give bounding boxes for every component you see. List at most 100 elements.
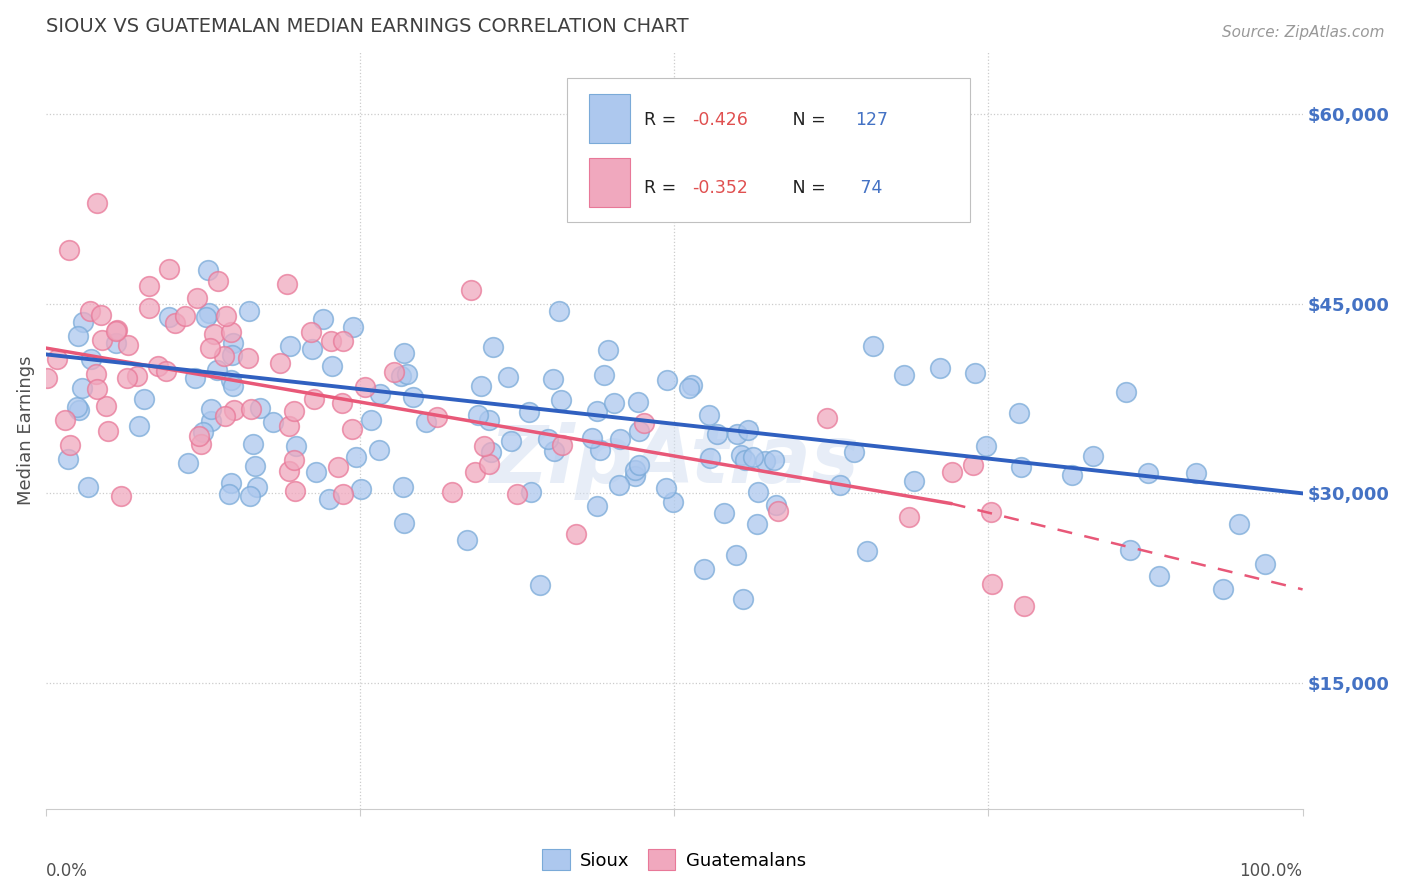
Point xyxy=(238,351,260,365)
Point xyxy=(350,482,373,496)
Text: N =: N = xyxy=(776,111,831,128)
Point xyxy=(249,401,271,416)
FancyBboxPatch shape xyxy=(589,158,630,207)
Point xyxy=(1149,568,1171,582)
Point xyxy=(389,368,412,383)
Point xyxy=(70,381,93,395)
Point xyxy=(734,453,756,467)
Text: Source: ZipAtlas.com: Source: ZipAtlas.com xyxy=(1222,25,1385,40)
Point xyxy=(963,366,986,380)
Point xyxy=(277,464,299,478)
Point xyxy=(86,196,108,211)
Point xyxy=(148,359,170,373)
Point xyxy=(842,445,865,459)
Point xyxy=(354,380,377,394)
Point xyxy=(681,377,703,392)
Point xyxy=(301,343,323,357)
Text: 74: 74 xyxy=(855,179,883,197)
Point xyxy=(97,425,120,439)
Point xyxy=(1008,406,1031,420)
Point xyxy=(72,315,94,329)
Point xyxy=(200,414,222,428)
Point xyxy=(200,401,222,416)
Point xyxy=(157,262,180,277)
Point xyxy=(35,371,58,385)
Point xyxy=(128,418,150,433)
Point xyxy=(191,425,214,439)
Point xyxy=(706,427,728,442)
Point xyxy=(165,316,187,330)
Point xyxy=(627,424,650,438)
Point xyxy=(543,444,565,458)
Point xyxy=(238,304,260,318)
Point xyxy=(828,478,851,492)
Point xyxy=(283,404,305,418)
Point xyxy=(90,308,112,322)
Point xyxy=(328,459,350,474)
Point xyxy=(551,438,574,452)
Point xyxy=(980,505,1002,519)
Point xyxy=(815,411,838,425)
Point xyxy=(742,450,765,465)
Point xyxy=(174,309,197,323)
Point xyxy=(550,392,572,407)
Point xyxy=(222,335,245,350)
Point xyxy=(624,468,647,483)
Point xyxy=(76,480,98,494)
Point xyxy=(464,465,486,479)
Point xyxy=(543,371,565,385)
Point xyxy=(368,387,391,401)
Point xyxy=(981,576,1004,591)
Point xyxy=(284,439,307,453)
Point xyxy=(190,437,212,451)
Point xyxy=(862,339,884,353)
Point xyxy=(105,335,128,350)
Point xyxy=(187,428,209,442)
Point xyxy=(212,349,235,363)
Point xyxy=(747,485,769,500)
Point xyxy=(470,379,492,393)
Point xyxy=(382,365,405,379)
Point xyxy=(367,443,389,458)
Point xyxy=(585,403,607,417)
Point xyxy=(529,577,551,591)
Point xyxy=(104,324,127,338)
Point xyxy=(609,433,631,447)
Point xyxy=(86,382,108,396)
Point xyxy=(318,492,340,507)
Point xyxy=(627,458,650,473)
Point xyxy=(903,474,925,488)
Point xyxy=(110,490,132,504)
Point xyxy=(537,432,560,446)
Point xyxy=(221,348,243,362)
Point xyxy=(239,489,262,503)
Point xyxy=(138,279,160,293)
Point xyxy=(278,339,301,353)
Text: -0.426: -0.426 xyxy=(692,111,748,128)
Point xyxy=(262,415,284,429)
Point xyxy=(588,442,610,457)
Point xyxy=(283,452,305,467)
Point xyxy=(214,409,236,424)
Point xyxy=(678,380,700,394)
Point xyxy=(207,274,229,288)
Point xyxy=(115,370,138,384)
Point xyxy=(342,320,364,334)
Point xyxy=(202,326,225,341)
Point xyxy=(56,452,79,467)
Point xyxy=(277,418,299,433)
Text: 100.0%: 100.0% xyxy=(1240,863,1302,880)
Point xyxy=(1060,467,1083,482)
Point xyxy=(321,334,343,348)
Point xyxy=(402,390,425,404)
Point xyxy=(496,369,519,384)
Point xyxy=(941,465,963,479)
Point xyxy=(138,301,160,315)
Point xyxy=(117,338,139,352)
Point xyxy=(856,544,879,558)
FancyBboxPatch shape xyxy=(589,94,630,143)
Point xyxy=(1185,467,1208,481)
Point xyxy=(198,306,221,320)
Point xyxy=(218,487,240,501)
Text: -0.352: -0.352 xyxy=(692,179,748,197)
